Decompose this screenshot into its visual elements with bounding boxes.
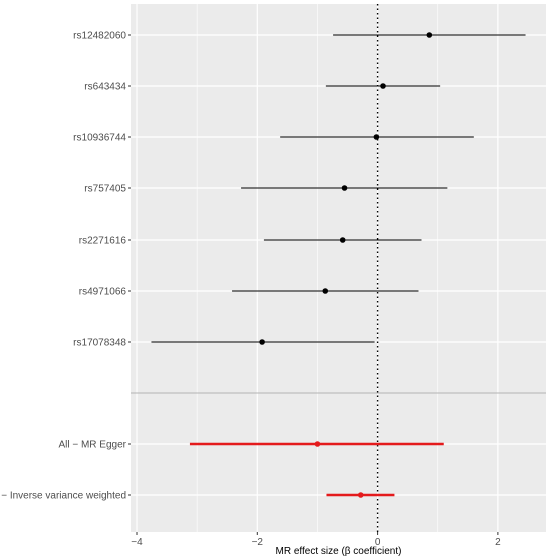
y-tick-label: rs4971066 (79, 287, 127, 298)
snp-estimate-point (259, 339, 265, 345)
summary-estimate-point (314, 441, 321, 447)
snp-estimate-point (322, 288, 329, 294)
x-axis: −4 −2 0 2 (131, 532, 501, 548)
snp-estimate-point (339, 237, 346, 243)
x-tick-label: 2 (495, 537, 501, 548)
x-tick-label: 0 (375, 537, 381, 548)
y-tick-label: rs643434 (84, 82, 126, 93)
plot-panel (131, 4, 546, 532)
snp-estimate-point (380, 83, 386, 89)
y-tick-label: All − MR Egger (58, 440, 126, 451)
x-tick-label: −4 (131, 537, 143, 548)
x-axis-title: MR effect size (β coefficient) (276, 546, 402, 557)
chart-marks (151, 32, 526, 498)
x-tick-label: −2 (252, 537, 264, 548)
y-tick-label: rs10936744 (73, 133, 126, 144)
y-tick-label: rs757405 (84, 184, 126, 195)
snp-estimate-point (341, 185, 348, 191)
y-tick-label: rs17078348 (73, 338, 126, 349)
y-tick-label: rs12482060 (73, 31, 126, 42)
y-tick-label: rs2271616 (79, 236, 127, 247)
y-tick-label: All − Inverse variance weighted (0, 491, 126, 502)
y-tick-labels: rs12482060 rs643434 rs10936744 rs757405 rs22… (0, 31, 131, 502)
snp-estimate-point (373, 134, 380, 140)
summary-estimate-point (357, 492, 364, 498)
snp-estimate-point (426, 32, 433, 38)
